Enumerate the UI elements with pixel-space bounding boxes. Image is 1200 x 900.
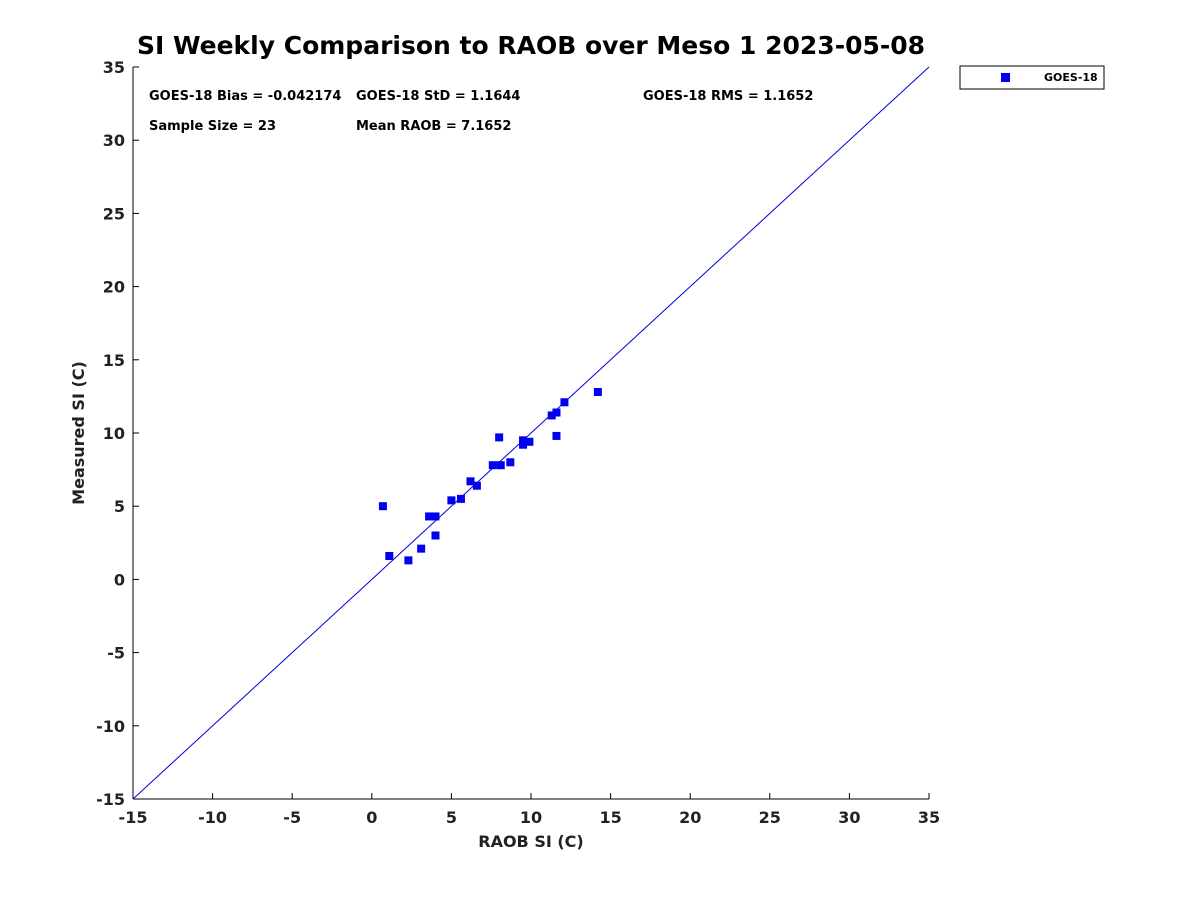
x-tick-label: 35 [918,808,940,827]
x-tick-label: -15 [119,808,148,827]
y-tick-label: -15 [96,790,125,809]
mean-raob-annotation: Mean RAOB = 7.1652 [356,119,511,134]
data-point [456,494,465,503]
x-tick-label: -10 [198,808,227,827]
y-tick-label: 35 [103,58,125,77]
x-axis: -15 -10 -5 0 5 10 15 20 25 30 35 [119,793,940,827]
data-point [447,496,456,505]
scatter-points [378,388,602,565]
x-tick-label: 0 [366,808,377,827]
data-point [547,411,556,420]
data-point [496,461,505,470]
data-point [404,556,413,565]
stats-annotations: GOES-18 Bias = -0.042174 GOES-18 StD = 1… [149,89,813,134]
legend: GOES-18 [959,65,1105,90]
data-point [385,551,394,560]
data-point [560,398,569,407]
y-tick-label: 20 [103,278,125,297]
y-tick-label: 25 [103,204,125,223]
data-point [552,431,561,440]
data-point [431,531,440,540]
data-point [488,461,497,470]
y-tick-label: 0 [114,570,125,589]
y-tick-label: 5 [114,497,125,516]
bias-annotation: GOES-18 Bias = -0.042174 [149,89,341,104]
y-axis: -15 -10 -5 0 5 10 15 20 25 30 35 [96,58,139,809]
y-tick-label: 15 [103,351,125,370]
x-tick-label: -5 [283,808,301,827]
data-point [425,512,434,521]
x-tick-label: 5 [446,808,457,827]
data-point [506,458,515,467]
data-point [417,544,426,553]
y-axis-label: Measured SI (C) [69,361,88,505]
x-tick-label: 25 [759,808,781,827]
data-point [472,481,481,490]
x-tick-label: 20 [679,808,701,827]
data-point [552,408,561,417]
y-tick-label: 30 [103,131,125,150]
data-point [431,512,440,521]
one-to-one-reference-line [132,66,930,800]
legend-marker [1001,73,1010,82]
legend-box [959,65,1105,90]
std-annotation: GOES-18 StD = 1.1644 [356,89,520,104]
data-point [495,433,504,442]
y-tick-label: -10 [96,717,125,736]
data-point [466,477,475,486]
data-point [593,388,602,397]
y-tick-label: 10 [103,424,125,443]
data-point [519,440,528,449]
sample-size-annotation: Sample Size = 23 [149,119,276,134]
x-tick-label: 10 [520,808,542,827]
data-point [525,437,534,446]
data-point [519,436,528,445]
chart-title: SI Weekly Comparison to RAOB over Meso 1… [137,31,925,60]
data-point [378,502,387,511]
x-tick-label: 15 [599,808,621,827]
x-tick-label: 30 [838,808,860,827]
y-tick-label: -5 [107,644,125,663]
x-axis-label: RAOB SI (C) [478,832,583,851]
rms-annotation: GOES-18 RMS = 1.1652 [643,89,813,104]
legend-label: GOES-18 [1044,71,1098,84]
